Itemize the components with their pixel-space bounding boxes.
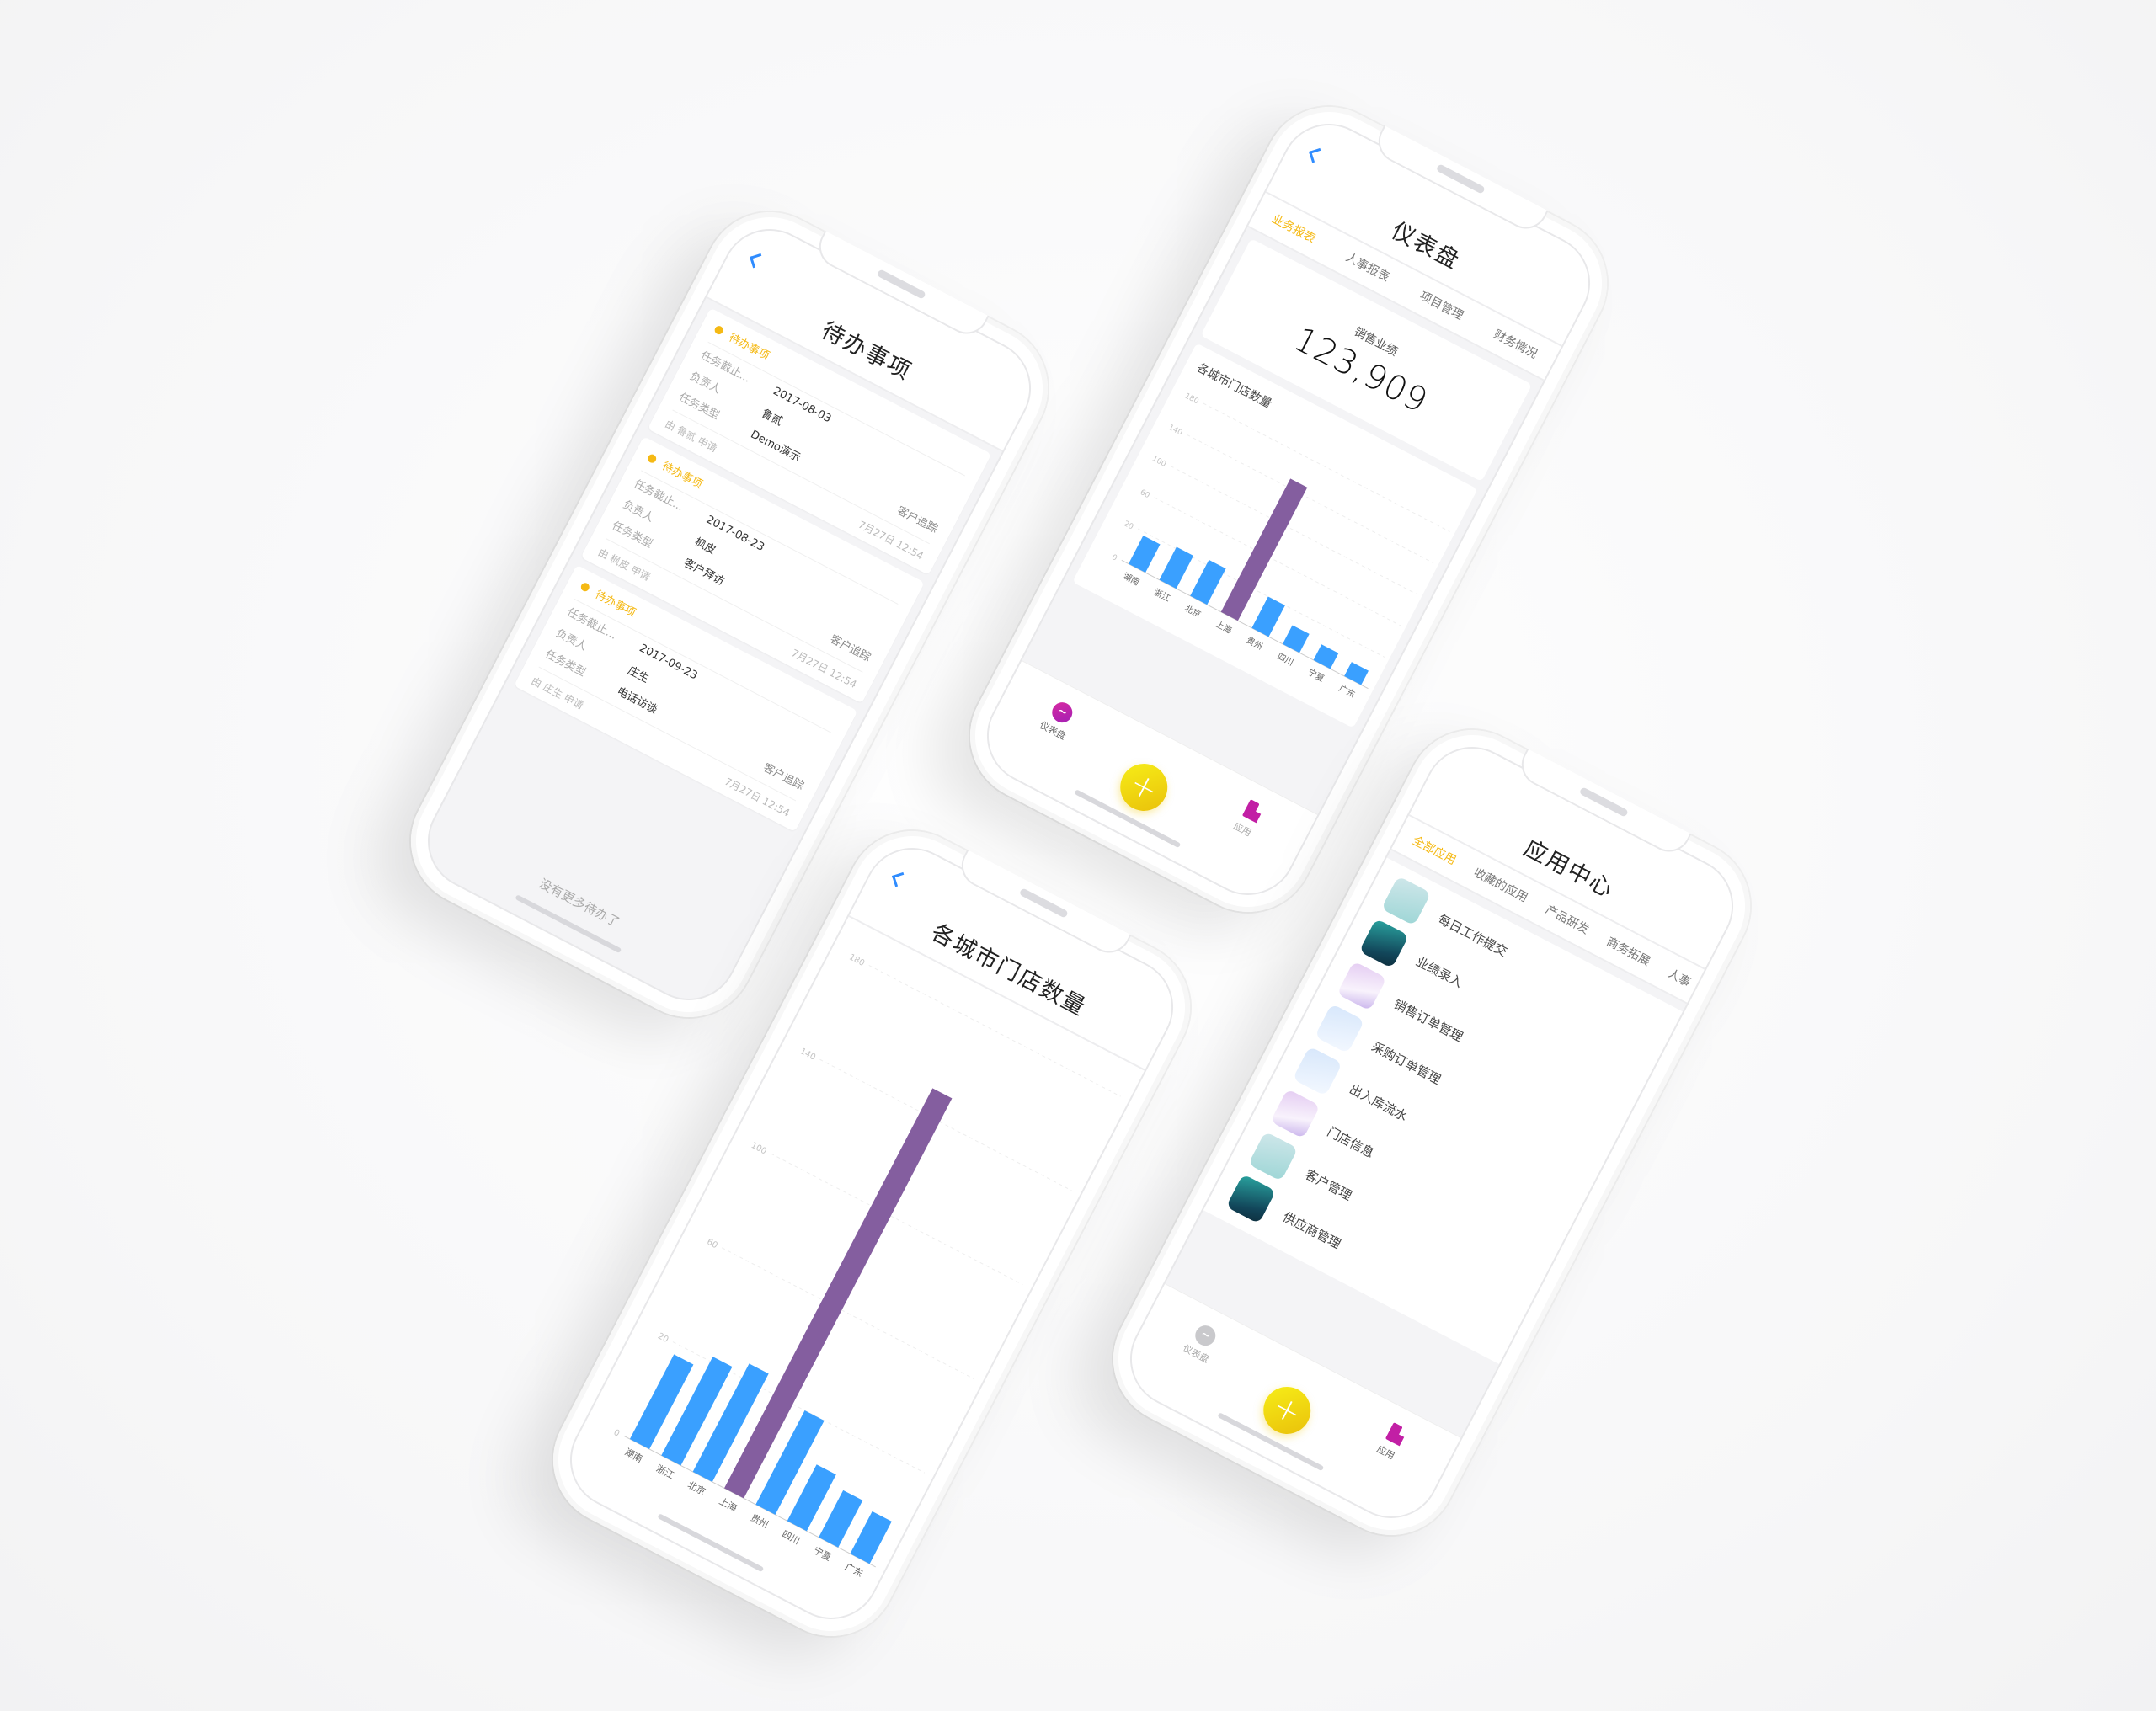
bar-宁夏 xyxy=(1313,644,1339,669)
app-label: 门店信息 xyxy=(1324,1124,1377,1161)
x-tick-label: 上海 xyxy=(1214,618,1234,636)
x-tick-label: 四川 xyxy=(780,1528,802,1547)
x-tick-label: 宁夏 xyxy=(1306,667,1326,685)
dashboard-icon: ~ xyxy=(1192,1321,1219,1350)
app-landscape-icon xyxy=(1225,1173,1277,1224)
dashboard-screen: 仪表盘 业务报表 人事报表 项目管理 财务情况 销售业绩 123,909 各城市… xyxy=(969,106,1608,913)
bar-浙江 xyxy=(1159,546,1194,589)
app-label: 业绩录入 xyxy=(1413,953,1465,991)
bar-广东 xyxy=(850,1511,892,1564)
y-tick-label: 20 xyxy=(656,1331,670,1345)
chevron-left-icon[interactable] xyxy=(892,871,907,887)
y-tick-label: 0 xyxy=(1110,553,1118,563)
tab-bar: ~ 仪表盘 + 应用 xyxy=(1115,1283,1461,1533)
x-tick-label: 湖南 xyxy=(623,1447,645,1465)
y-tick-label: 180 xyxy=(1183,392,1200,407)
gridline xyxy=(1187,434,1434,564)
bar-四川 xyxy=(1282,625,1310,653)
x-tick-label: 宁夏 xyxy=(812,1544,834,1564)
tab-dashboard[interactable]: ~ 仪表盘 xyxy=(1166,1313,1235,1373)
bar-上海 xyxy=(723,1088,953,1499)
chart-screen: 各城市门店数量 0 20 60 100 140 180 湖南 浙江 北京 上海 贵州 四川 宁夏 广东 xyxy=(552,830,1191,1637)
bar-上海 xyxy=(1220,478,1308,621)
x-tick-label: 浙江 xyxy=(1152,587,1171,604)
x-tick-label: 四川 xyxy=(1275,652,1294,668)
y-tick-label: 60 xyxy=(1139,488,1151,500)
y-tick-label: 140 xyxy=(1167,424,1184,438)
status-dot-icon xyxy=(579,581,591,593)
x-tick-label: 贵州 xyxy=(1245,634,1265,652)
x-tick-label: 北京 xyxy=(686,1479,707,1498)
status-dot-icon xyxy=(713,323,725,336)
y-tick-label: 180 xyxy=(847,952,866,968)
bar-北京 xyxy=(692,1363,769,1482)
y-tick-label: 140 xyxy=(798,1047,817,1063)
y-tick-label: 100 xyxy=(1150,455,1167,469)
tab-bar: ~ 仪表盘 + 应用 xyxy=(972,660,1318,910)
x-tick-label: 浙江 xyxy=(654,1463,676,1481)
gridline xyxy=(1137,528,1385,658)
dashboard-icon: ~ xyxy=(1049,698,1076,727)
chevron-left-icon[interactable] xyxy=(750,253,765,269)
phone-chart: 各城市门店数量 0 20 60 100 140 180 湖南 浙江 北京 上海 贵州 四川 宁夏 广东 xyxy=(530,808,1214,1660)
bar-广东 xyxy=(1344,662,1369,685)
gridline xyxy=(819,1058,1072,1191)
tab-label: 应用 xyxy=(1231,820,1254,840)
tab-dashboard[interactable]: ~ 仪表盘 xyxy=(1023,690,1092,749)
gridline xyxy=(721,1247,974,1379)
plus-icon[interactable]: + xyxy=(1255,1378,1319,1442)
empty-message: 没有更多待办了 xyxy=(536,876,622,930)
y-tick-label: 20 xyxy=(1122,520,1134,531)
bar-北京 xyxy=(1190,559,1226,605)
building-icon xyxy=(1381,1421,1408,1447)
bar-浙江 xyxy=(661,1357,733,1466)
plus-icon[interactable]: + xyxy=(1112,755,1176,819)
tab-label: 应用 xyxy=(1374,1443,1397,1463)
bar-湖南 xyxy=(1129,536,1161,573)
bar-贵州 xyxy=(1251,596,1285,637)
phone-dashboard: 仪表盘 业务报表 人事报表 项目管理 财务情况 销售业绩 123,909 各城市… xyxy=(947,83,1630,935)
x-tick-label: 上海 xyxy=(718,1495,739,1514)
bar-宁夏 xyxy=(819,1490,863,1548)
tab-hr[interactable]: 人事 xyxy=(1665,967,1693,990)
gridline xyxy=(1170,466,1417,595)
bar-贵州 xyxy=(755,1410,825,1515)
app-label: 供应商管理 xyxy=(1280,1209,1344,1252)
status-dot-icon xyxy=(646,452,659,464)
building-icon xyxy=(1238,797,1265,824)
tab-apps[interactable]: 应用 xyxy=(1357,1412,1426,1472)
tab-apps[interactable]: 应用 xyxy=(1214,789,1283,849)
gridline xyxy=(1154,497,1401,626)
bar-四川 xyxy=(787,1464,836,1532)
x-tick-label: 北京 xyxy=(1183,602,1203,620)
x-tick-label: 贵州 xyxy=(749,1512,771,1531)
app-label: 客户管理 xyxy=(1302,1166,1355,1204)
x-tick-label: 广东 xyxy=(1337,683,1358,701)
gridline xyxy=(771,1153,1023,1286)
y-tick-label: 100 xyxy=(750,1141,768,1157)
chevron-left-icon[interactable] xyxy=(1309,147,1324,163)
gridline xyxy=(1203,402,1450,532)
x-tick-label: 湖南 xyxy=(1121,570,1141,588)
y-tick-label: 0 xyxy=(612,1428,622,1439)
store-chart-card: 各城市门店数量 0 20 60 100 140 180 湖南 浙江 北京 上海 贵州 四川 宁夏 广东 xyxy=(1072,343,1478,728)
gridline xyxy=(868,965,1121,1097)
bar-湖南 xyxy=(629,1354,694,1450)
x-tick-label: 广东 xyxy=(843,1561,865,1580)
y-tick-label: 60 xyxy=(705,1238,718,1251)
